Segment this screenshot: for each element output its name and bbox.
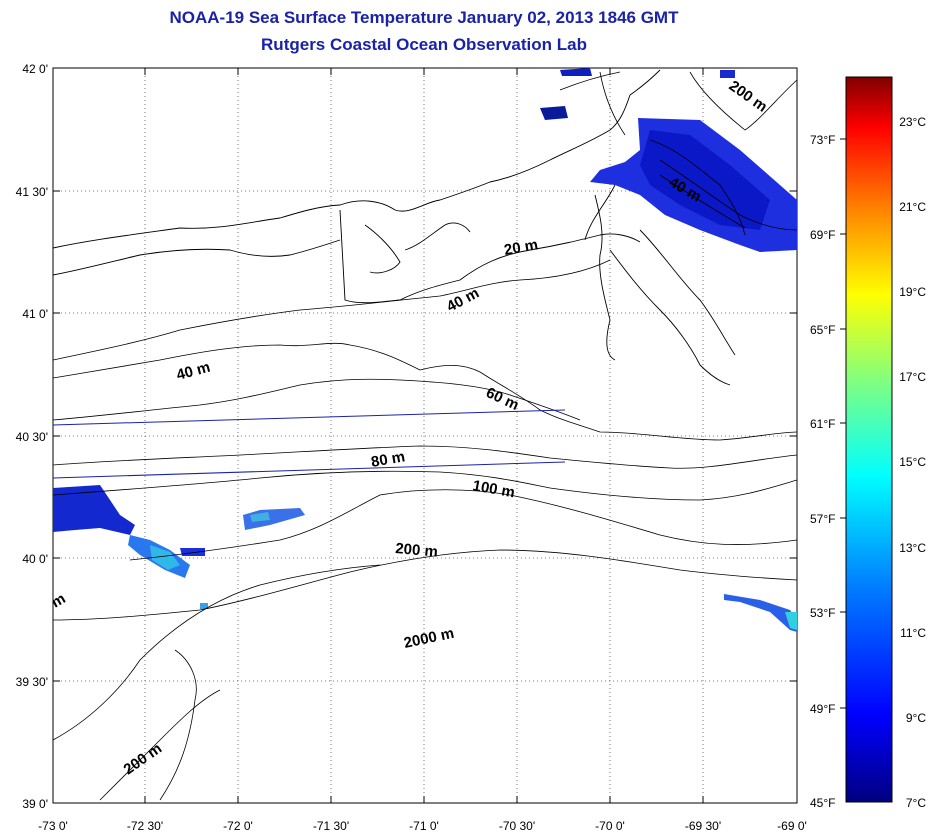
celsius-labels: 23°C 21°C 19°C 17°C 15°C 13°C 11°C 9°C 7… [899, 115, 926, 810]
fahrenheit-label: 49°F [810, 702, 835, 716]
fahrenheit-labels: 73°F 69°F 65°F 61°F 57°F 53°F 49°F 45°F [810, 133, 835, 810]
fahrenheit-label: 65°F [810, 323, 835, 337]
lat-label: 42 0' [22, 62, 48, 76]
celsius-label: 11°C [900, 626, 926, 640]
contour-label-80m: 80 m [370, 448, 407, 471]
lon-label: -70 0' [595, 819, 625, 833]
lat-label: 39 30' [16, 675, 48, 689]
lon-label: -70 30' [499, 819, 535, 833]
fahrenheit-label: 61°F [810, 417, 835, 431]
lon-label: -72 30' [127, 819, 163, 833]
grid-lines [53, 68, 797, 803]
celsius-label: 15°C [899, 455, 926, 469]
celsius-label: 17°C [899, 370, 926, 384]
lon-label: -69 0' [777, 819, 807, 833]
map-title: NOAA-19 Sea Surface Temperature January … [169, 8, 679, 27]
transect-lines [53, 409, 566, 479]
lon-label: -71 0' [409, 819, 439, 833]
bathymetry-contours [53, 71, 797, 801]
axis-ticks [53, 68, 797, 803]
fahrenheit-label: 69°F [810, 228, 835, 242]
sst-patch-northeast [540, 68, 797, 252]
lat-label: 40 0' [22, 552, 48, 566]
celsius-label: 19°C [899, 285, 926, 299]
lat-label: 39 0' [22, 797, 48, 811]
fahrenheit-label: 45°F [810, 796, 835, 810]
celsius-label: 23°C [899, 115, 926, 129]
lat-label: 40 30' [16, 430, 48, 444]
lat-label: 41 0' [22, 307, 48, 321]
contour-label-20m: 20 m [503, 236, 540, 259]
fahrenheit-label: 57°F [810, 512, 835, 526]
lon-label: -72 0' [223, 819, 253, 833]
longitude-labels: -73 0' -72 30' -72 0' -71 30' -71 0' -70… [38, 819, 807, 833]
lon-label: -69 30' [685, 819, 721, 833]
lat-label: 41 30' [16, 185, 48, 199]
fahrenheit-label: 53°F [810, 606, 835, 620]
latitude-labels: 42 0' 41 30' 41 0' 40 30' 40 0' 39 30' 3… [16, 62, 48, 811]
celsius-label: 9°C [906, 711, 926, 725]
colorbar [845, 76, 893, 803]
celsius-label: 7°C [906, 796, 926, 810]
colorbar-ticks [840, 138, 846, 709]
contour-label-200m-mid: 200 m [395, 540, 439, 561]
celsius-label: 13°C [899, 541, 926, 555]
celsius-label: 21°C [899, 200, 926, 214]
lon-label: -71 30' [313, 819, 349, 833]
map-subtitle: Rutgers Coastal Ocean Observation Lab [261, 35, 587, 54]
fahrenheit-label: 73°F [810, 133, 835, 147]
lon-label: -73 0' [38, 819, 68, 833]
